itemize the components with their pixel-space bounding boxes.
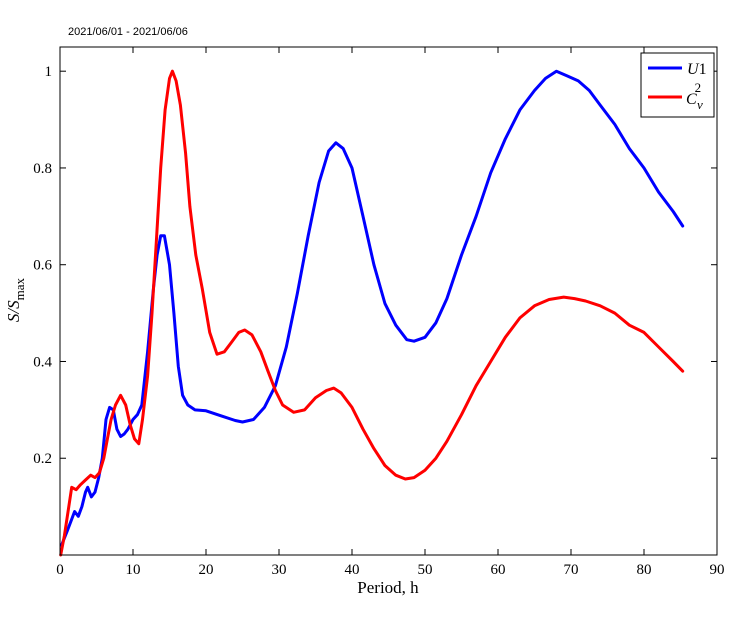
y-axis-title: S/Smax [4,277,27,322]
series-line-u1 [60,69,685,547]
x-tick-label: 70 [564,562,579,578]
series-layer [59,69,685,557]
legend-cv2-main: C [686,91,697,108]
legend-cv2-sub: v [697,97,703,112]
series-line-cv2 [59,69,685,557]
legend-cv2-sup: 2 [695,80,702,95]
y-tick-label: 0.6 [33,258,52,274]
y-tick-label: 0.4 [33,354,52,370]
plot-frame [59,46,718,556]
y-axis-title-sub: max [12,277,27,300]
x-tick-label: 90 [710,562,725,578]
legend-u1-suffix: 1 [699,61,707,78]
x-tick-label: 30 [272,562,287,578]
y-tick-label: 0.2 [33,451,52,467]
y-tick-label: 1 [45,64,53,80]
x-axis-title: Period, h [357,578,419,597]
legend-label-u1: U1 [687,61,707,78]
legend-box [640,52,715,118]
legend: U1 C2 v [640,52,715,118]
legend-label-cv2: C2 v [686,80,703,112]
y-axis-title-main: S/S [4,300,23,322]
x-tick-label: 60 [491,562,506,578]
x-tick-label: 10 [126,562,141,578]
ticks-layer: 0 10 20 30 40 50 60 70 80 90 0.2 0.4 0.6 0.8 1 [33,47,725,578]
date-range-label: 2021/06/01 - 2021/06/06 [68,26,188,38]
x-tick-label: 0 [56,562,64,578]
legend-u1-main: U [687,61,700,78]
x-tick-label: 20 [199,562,214,578]
plot-area [60,47,717,555]
x-tick-label: 80 [637,562,652,578]
x-tick-label: 50 [418,562,433,578]
x-tick-label: 40 [345,562,360,578]
y-tick-label: 0.8 [33,161,52,177]
